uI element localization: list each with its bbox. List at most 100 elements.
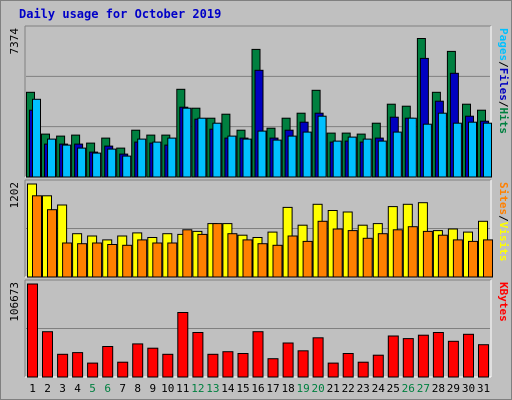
pages-bar-day-26: [407, 117, 417, 178]
pages-bar-day-4: [77, 147, 87, 178]
pages-bar-day-8: [137, 138, 147, 178]
sites-bar-day-19: [302, 240, 313, 278]
pages-bar-day-28: [437, 112, 447, 178]
pages-bar-day-6: [107, 148, 117, 178]
kbytes-bar-day-12: [192, 332, 204, 378]
sites-bar-day-18: [287, 235, 298, 278]
legend-entry: /: [497, 101, 510, 108]
x-tick-label: 5: [89, 382, 96, 395]
pages-bar-day-31: [483, 122, 492, 178]
kbytes-bar-day-11: [177, 312, 189, 378]
x-tick-label: 6: [104, 382, 111, 395]
sites-bar-day-10: [167, 242, 178, 278]
pages-bar-day-2: [47, 138, 56, 178]
sites-bar-day-16: [257, 243, 268, 278]
kbytes-bar-day-1: [27, 283, 38, 378]
pages-bar-day-1: [32, 98, 41, 178]
kbytes-bar-day-3: [57, 353, 69, 378]
kbytes-bar-day-30: [463, 333, 474, 378]
x-tick-label: 29: [447, 382, 460, 395]
pages-bar-day-13: [212, 122, 222, 178]
x-tick-label: 8: [134, 382, 141, 395]
x-tick-label: 3: [59, 382, 66, 395]
sites-bar-day-17: [272, 244, 283, 278]
pages-bar-day-14: [227, 135, 237, 178]
pages-bar-day-21: [332, 140, 342, 178]
kbytes-bar-day-17: [267, 358, 279, 378]
pages-bar-day-24: [377, 140, 387, 178]
x-tick-label: 21: [327, 382, 340, 395]
x-tick-label: 10: [161, 382, 174, 395]
sites-bar-day-12: [197, 233, 208, 278]
pages-bar-day-19: [302, 131, 312, 178]
pages-bar-day-15: [242, 138, 252, 178]
legend-entry: Visits: [497, 222, 510, 262]
pages-bar-day-22: [347, 136, 357, 178]
kbytes-bar-day-2: [42, 331, 53, 378]
kbytes-bar-day-16: [252, 331, 264, 378]
kbytes-panel: 106673 KBytes: [8, 279, 510, 378]
sites-bar-day-23: [362, 237, 373, 278]
x-tick-label: 1: [29, 382, 36, 395]
sites-bar-day-8: [137, 239, 148, 278]
kbytes-bar-day-10: [162, 353, 174, 378]
pages-bar-day-20: [317, 115, 327, 178]
panel-legend: Sites/Visits: [497, 182, 510, 262]
kbytes-bar-day-18: [282, 342, 294, 378]
sites-bar-day-22: [347, 230, 358, 278]
visits-sites-panel: 1202 Sites/Visits: [8, 179, 510, 278]
sites-bar-day-5: [92, 242, 103, 278]
sites-bar-day-29: [452, 239, 463, 278]
sites-bar-day-4: [77, 243, 88, 278]
pages-bar-day-27: [422, 123, 432, 178]
kbytes-bar-day-31: [478, 344, 489, 378]
kbytes-bar-day-19: [297, 350, 309, 378]
kbytes-bar-day-14: [222, 351, 234, 378]
x-tick-label: 28: [432, 382, 445, 395]
kbytes-bar-day-29: [447, 340, 459, 378]
kbytes-bar-day-5: [87, 362, 99, 378]
sites-bar-day-28: [437, 234, 448, 278]
sites-bar-day-6: [107, 244, 118, 278]
sites-bar-day-24: [377, 233, 388, 278]
pages-bar-day-17: [272, 139, 282, 178]
panel-legend: Pages/Files/Hits: [497, 28, 510, 134]
x-axis-day-labels: 1 2 3 4 5 6 7 8 9 10 11 12 13 14 15 16 17 18 19 20 21 22 23 24 2…: [29, 382, 490, 395]
sites-bar-day-13: [212, 223, 223, 278]
kbytes-bar-day-28: [432, 332, 444, 378]
y-max-label: 7374: [8, 28, 21, 55]
pages-bar-day-9: [152, 141, 162, 178]
x-tick-label: 7: [119, 382, 126, 395]
x-tick-label: 26: [402, 382, 415, 395]
legend-entry: /: [497, 215, 510, 222]
sites-bar-day-2: [47, 209, 57, 278]
x-tick-label: 19: [296, 382, 309, 395]
sites-bar-day-9: [152, 242, 163, 278]
legend-entry: /: [497, 61, 510, 68]
x-tick-label: 15: [236, 382, 249, 395]
sites-bar-day-20: [317, 220, 328, 278]
x-tick-label: 23: [357, 382, 370, 395]
sites-bar-day-15: [242, 239, 253, 278]
pages-bar-day-10: [167, 137, 177, 178]
legend-entry: KBytes: [497, 282, 510, 322]
pages-bar-day-12: [197, 117, 207, 178]
kbytes-bar-day-27: [417, 334, 429, 378]
x-tick-label: 18: [281, 382, 294, 395]
y-max-label: 1202: [8, 182, 21, 209]
x-tick-label: 4: [74, 382, 81, 395]
kbytes-bar-day-24: [372, 354, 384, 378]
legend-entry: Hits: [497, 108, 510, 135]
sites-bar-day-7: [122, 244, 133, 278]
legend-entry: Pages: [497, 28, 510, 61]
y-max-label: 106673: [8, 282, 21, 322]
sites-bar-day-3: [62, 242, 73, 278]
x-tick-label: 20: [311, 382, 324, 395]
kbytes-bar-day-20: [312, 337, 324, 378]
kbytes-bar-day-7: [117, 361, 129, 378]
pages-bar-day-18: [287, 135, 297, 178]
hits-files-pages-panel: 7374 Pages/Files/Hits: [8, 25, 510, 178]
kbytes-bar-day-22: [342, 353, 354, 378]
sites-bar-day-1: [32, 195, 42, 278]
